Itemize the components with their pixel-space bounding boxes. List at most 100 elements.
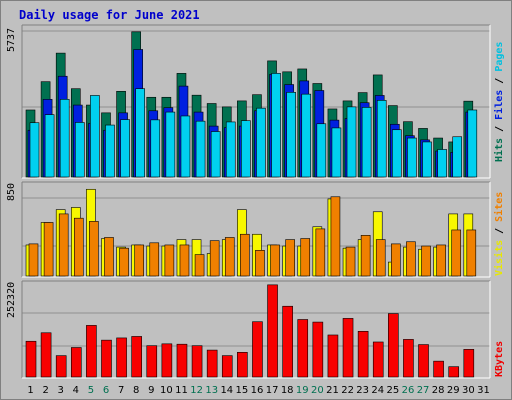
chart-title: Daily usage for June 2021: [19, 8, 200, 22]
sites-bar: [164, 244, 175, 277]
x-tick-label: 20: [311, 385, 324, 396]
pages-bar: [271, 73, 281, 178]
x-tick-label: 13: [205, 385, 218, 396]
x-tick-label: 25: [387, 385, 400, 396]
kbytes-bar: [40, 332, 52, 378]
x-tick-label: 18: [281, 385, 294, 396]
kbytes-bar: [297, 319, 309, 378]
kbytes-bar: [327, 334, 339, 378]
pages-bar: [361, 107, 372, 178]
pages-bar: [59, 99, 70, 178]
kbytes-bar: [252, 321, 263, 378]
kbytes-bar: [206, 349, 218, 378]
x-tick-label: 14: [220, 385, 233, 396]
x-tick-label: 2: [42, 385, 48, 396]
sites-bar: [28, 243, 39, 277]
pages-bar: [195, 120, 206, 178]
sites-bar: [270, 244, 280, 277]
x-tick-label: 28: [432, 385, 445, 396]
sites-bar: [406, 241, 416, 277]
sites-bar: [240, 233, 250, 277]
x-tick-label: 24: [371, 385, 384, 396]
x-tick-label: 30: [462, 385, 475, 396]
kbytes-bar: [146, 345, 158, 378]
sites-bar: [436, 244, 446, 277]
sites-bar: [73, 217, 84, 277]
kbytes-bar: [55, 355, 67, 378]
pages-bar: [210, 131, 221, 178]
kbytes-bar: [433, 360, 444, 378]
kbytes-bar: [463, 349, 475, 378]
x-tick-label: 26: [402, 385, 415, 396]
sites-bar: [345, 246, 356, 277]
pages-bar: [105, 124, 115, 178]
x-tick-label: 12: [190, 385, 203, 396]
pages-bar: [90, 95, 100, 178]
kbytes-bar: [357, 330, 369, 378]
x-tick-label: 8: [133, 385, 139, 396]
x-tick-label: 27: [417, 385, 430, 396]
kbytes-bar: [161, 343, 173, 378]
x-tick-label: 17: [266, 385, 279, 396]
pages-bar: [241, 120, 251, 178]
x-tick-label: 16: [251, 385, 264, 396]
pages-bar: [331, 127, 342, 178]
kbytes-bar: [282, 305, 293, 378]
x-tick-label: 7: [118, 385, 124, 396]
pages-bar: [392, 129, 402, 178]
kbytes-bar: [237, 352, 248, 378]
sites-bar: [119, 247, 129, 277]
kbytes-bar: [25, 340, 37, 378]
x-tick-label: 23: [356, 385, 369, 396]
x-tick-label: 11: [175, 385, 188, 396]
sites-bar: [451, 229, 462, 277]
x-tick-label: 10: [160, 385, 173, 396]
x-tick-label: 22: [341, 385, 354, 396]
pages-bar: [225, 121, 236, 178]
x-tick-label: 15: [236, 385, 249, 396]
sites-bar: [285, 239, 295, 277]
kbytes-bar: [403, 339, 414, 378]
kbytes-bar: [418, 344, 429, 378]
pages-bar: [135, 88, 145, 178]
sites-bar: [391, 243, 401, 277]
x-tick-label: 6: [103, 385, 109, 396]
pages-bar: [346, 106, 357, 178]
sites-bar: [466, 229, 477, 277]
sites-bar: [43, 222, 54, 277]
sites-bar: [375, 239, 386, 277]
kbytes-bar: [191, 345, 203, 378]
sites-bar: [179, 244, 190, 277]
kbytes-bar: [221, 355, 233, 378]
sites-bar: [255, 250, 265, 277]
sites-bar: [300, 238, 311, 277]
x-tick-label: 21: [326, 385, 339, 396]
sites-bar: [315, 228, 326, 277]
pages-bar: [301, 93, 312, 178]
pages-bar: [120, 119, 130, 178]
x-tick-label: 1: [27, 385, 33, 396]
x-tick-label: 19: [296, 385, 309, 396]
pages-bar: [452, 136, 463, 178]
pages-bar: [74, 122, 85, 178]
pages-bar: [29, 122, 40, 178]
sites-bar: [224, 237, 235, 277]
x-tick-label: 9: [148, 385, 154, 396]
pages-bar: [286, 92, 296, 178]
pages-bar: [165, 111, 176, 178]
kbytes-bar: [176, 343, 188, 378]
sites-bar: [134, 244, 144, 277]
pages-bar: [180, 115, 191, 178]
kbytes-bar: [131, 336, 142, 378]
x-tick-label: 4: [73, 385, 79, 396]
sites-bar: [58, 213, 69, 277]
pages-bar: [376, 100, 387, 178]
kbytes-bar: [101, 339, 112, 378]
x-tick-label: 29: [447, 385, 460, 396]
sites-bar: [89, 221, 99, 277]
pages-bar: [467, 109, 478, 178]
pages-bar: [437, 149, 447, 178]
kbytes-bar: [448, 366, 460, 378]
pages-bar: [256, 107, 266, 178]
